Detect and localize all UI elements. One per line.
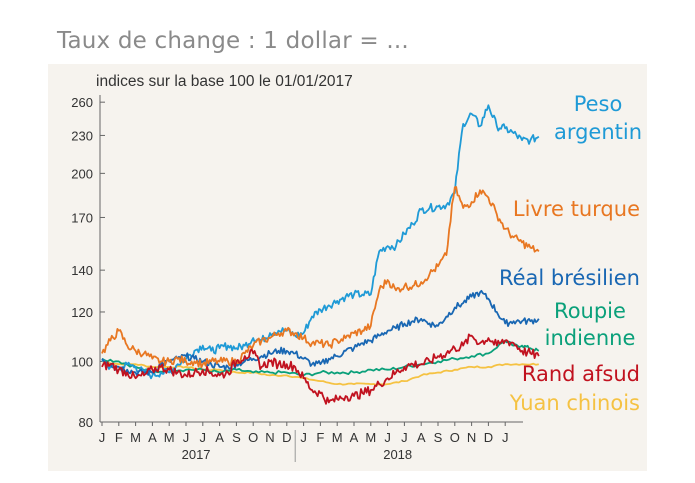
legend-label-peso-argentin: argentin: [554, 120, 642, 144]
legend-label-rand-afsud: Rand afsud: [522, 362, 640, 386]
x-tick-label: J: [99, 430, 106, 445]
y-tick-label: 140: [71, 263, 93, 278]
x-tick-label: N: [467, 430, 476, 445]
series-line-rand-afsud: [101, 333, 540, 405]
y-tick-label: 100: [71, 354, 93, 369]
y-tick-label: 230: [71, 128, 93, 143]
x-tick-label: S: [434, 430, 443, 445]
x-tick-label: J: [502, 430, 509, 445]
x-tick-label: M: [130, 430, 141, 445]
y-tick-label: 120: [71, 305, 93, 320]
x-year-label: 2017: [182, 447, 211, 462]
y-tick-label: 80: [79, 415, 93, 430]
legend-label-roupie-indienne: indienne: [545, 326, 636, 350]
x-tick-label: J: [300, 430, 307, 445]
x-tick-label: O: [248, 430, 258, 445]
x-tick-label: A: [417, 430, 426, 445]
y-tick-label: 260: [71, 95, 93, 110]
series-line-real-bresilien: [101, 289, 540, 377]
chart-title: Taux de change : 1 dollar = ...: [57, 28, 409, 54]
x-tick-label: M: [365, 430, 376, 445]
legend-label-real-bresilien: Réal brésilien: [499, 266, 640, 290]
legend-label-peso-argentin: Peso: [574, 92, 623, 116]
x-tick-label: F: [115, 430, 123, 445]
x-tick-label: S: [232, 430, 241, 445]
y-tick-label: 170: [71, 210, 93, 225]
x-tick-label: J: [183, 430, 190, 445]
legend-label-yuan-chinois: Yuan chinois: [509, 391, 640, 415]
y-tick-label: 200: [71, 166, 93, 181]
x-tick-label: D: [484, 430, 493, 445]
legend-label-roupie-indienne: Roupie: [554, 299, 626, 323]
x-tick-label: A: [350, 430, 359, 445]
x-tick-label: M: [164, 430, 175, 445]
x-year-label: 2018: [383, 447, 412, 462]
x-tick-label: J: [401, 430, 408, 445]
x-tick-label: F: [316, 430, 324, 445]
x-tick-label: N: [265, 430, 274, 445]
chart-subtitle: indices sur la base 100 le 01/01/2017: [96, 73, 353, 90]
x-tick-label: M: [332, 430, 343, 445]
chart-panel: [48, 64, 647, 471]
x-tick-label: D: [282, 430, 291, 445]
legend-label-livre-turque: Livre turque: [513, 197, 640, 221]
x-tick-label: J: [200, 430, 207, 445]
series-line-livre-turque: [101, 186, 540, 369]
x-tick-label: J: [384, 430, 391, 445]
x-tick-label: A: [215, 430, 224, 445]
x-tick-label: O: [450, 430, 460, 445]
series-line-roupie-indienne: [101, 339, 540, 377]
x-tick-label: A: [148, 430, 157, 445]
